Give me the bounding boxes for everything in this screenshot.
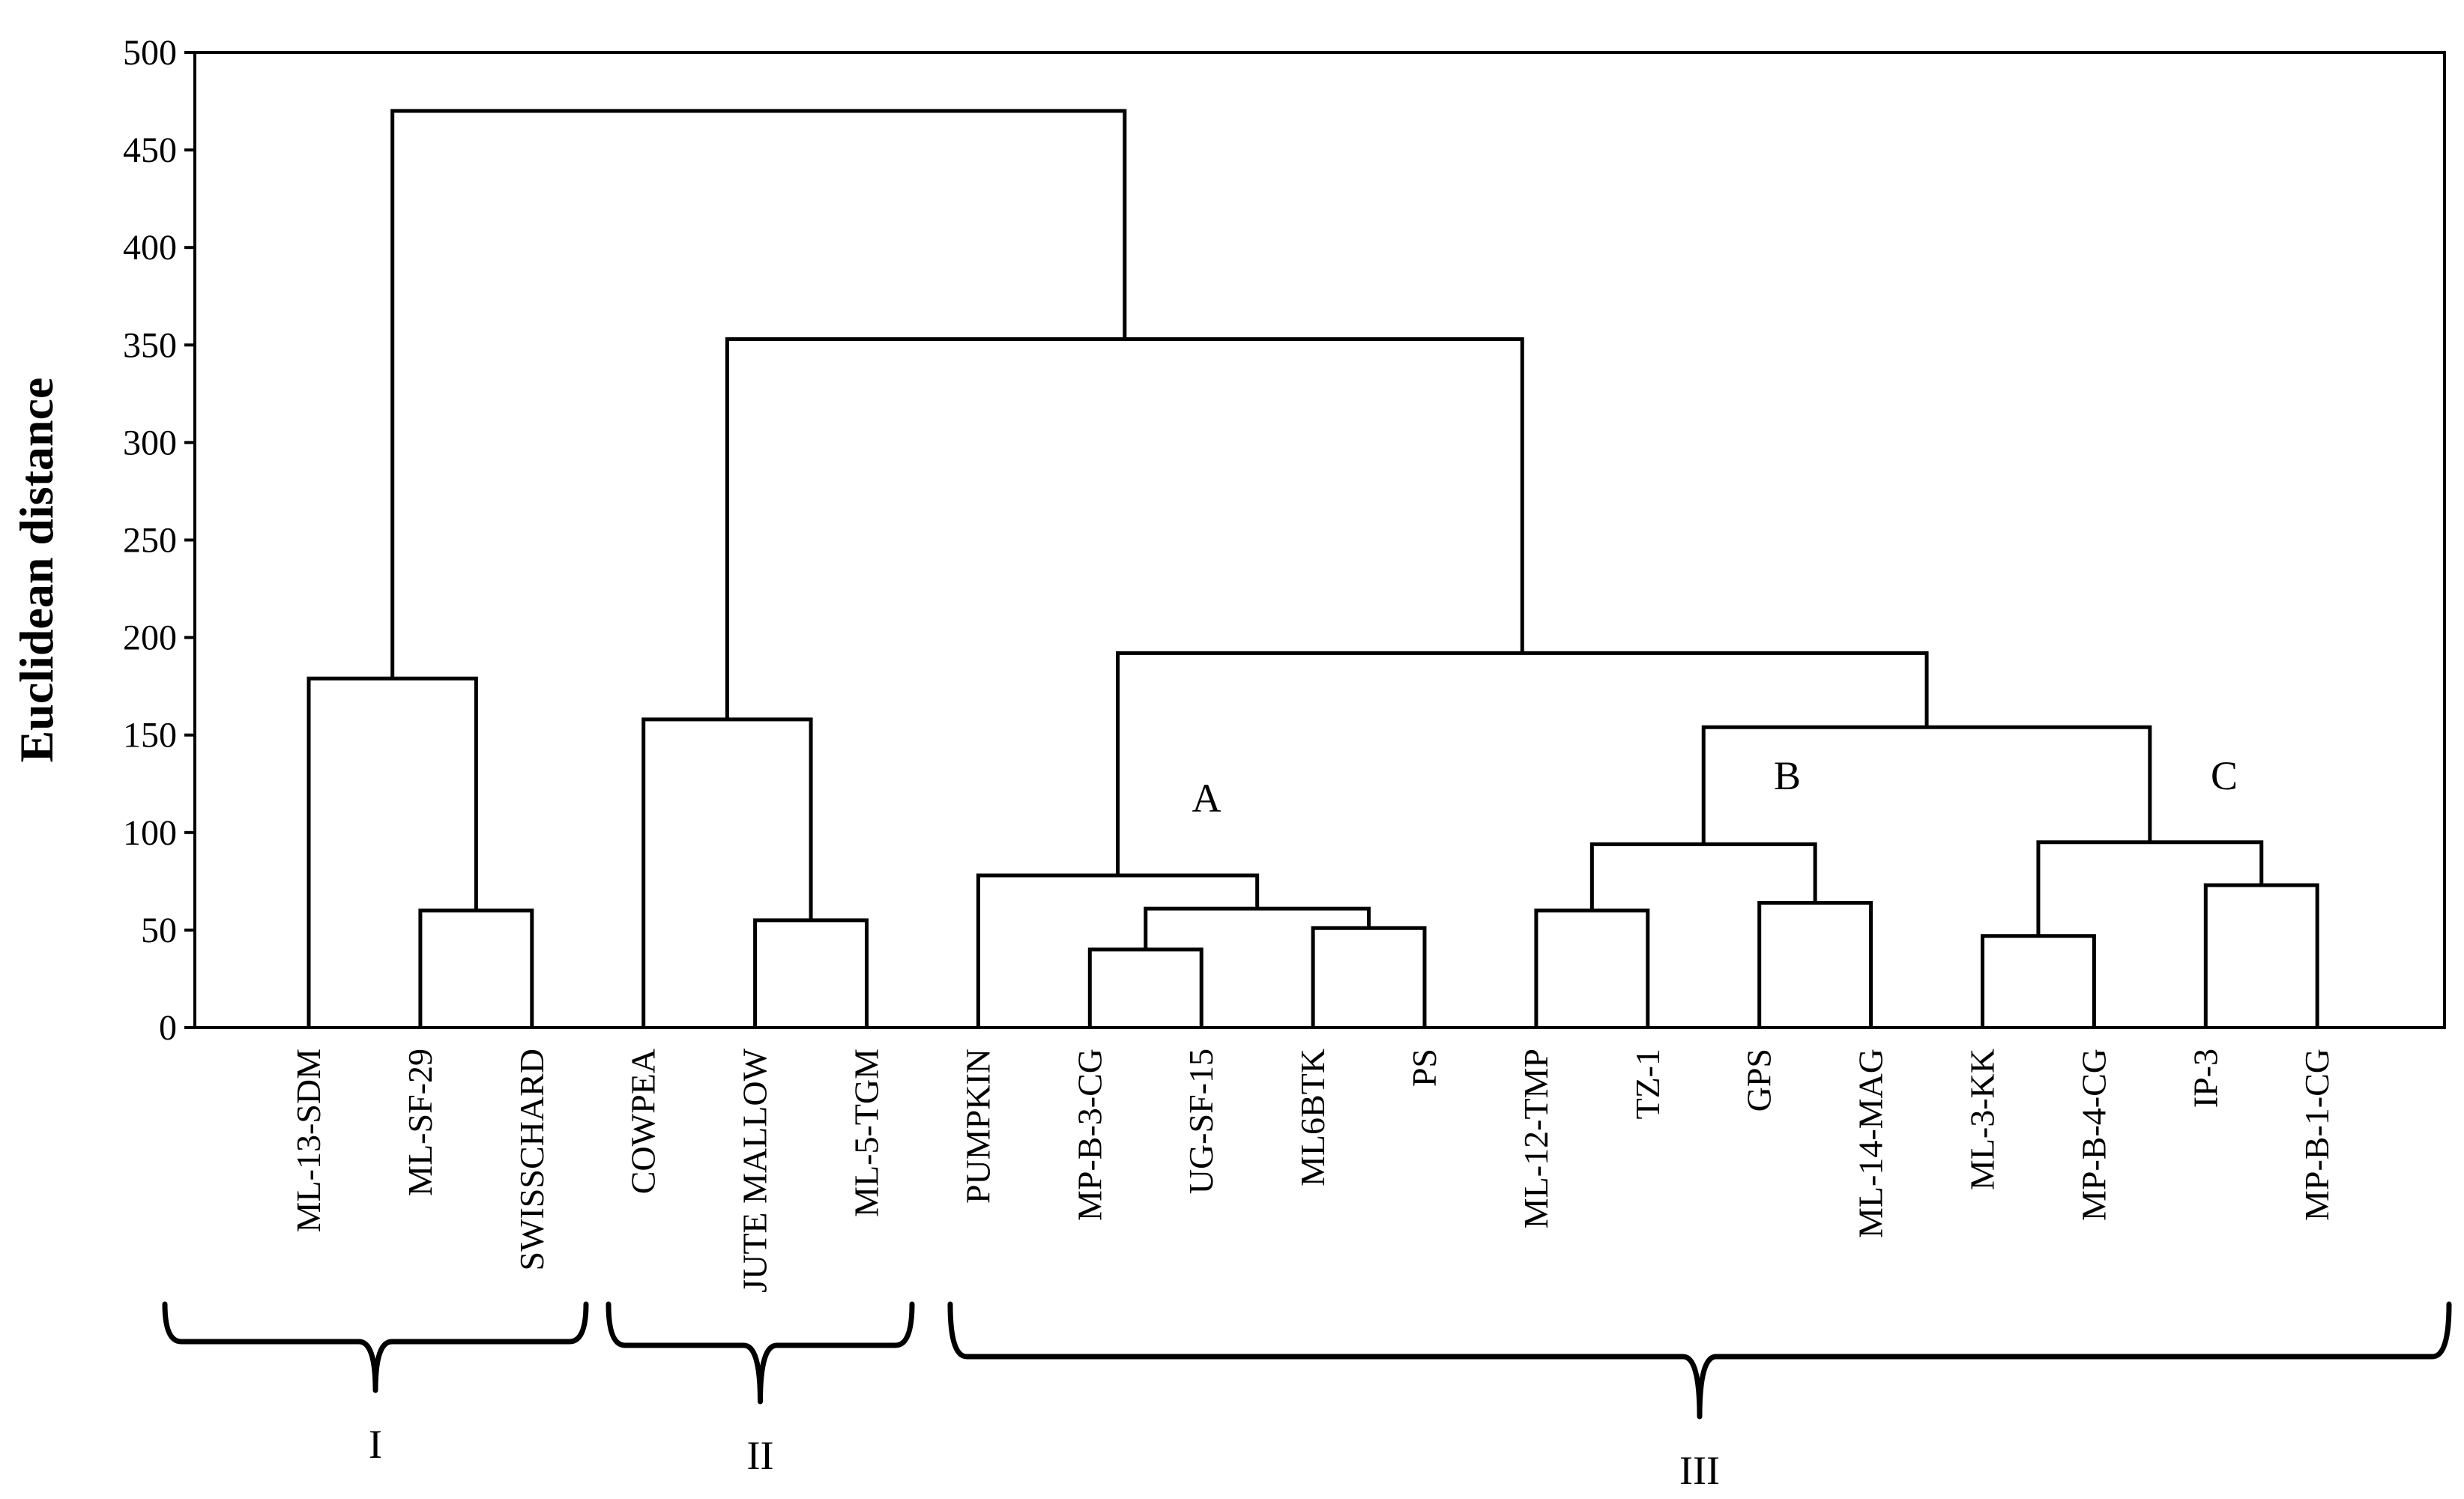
- merge-link-m18: [390, 109, 1127, 679]
- merge-link-m6: [1311, 926, 1427, 1028]
- y-tick-label: 300: [123, 423, 177, 462]
- y-axis-ticks: 0 50 100 150 200 250 300 350 400 450 500: [123, 33, 195, 1048]
- leaf-label: JUTE MALLOW: [736, 1048, 774, 1292]
- leaf-label: IP-3: [2186, 1049, 2224, 1108]
- leaf-label: SWISSCHARD: [513, 1049, 551, 1271]
- leaf-label: PS: [1405, 1049, 1443, 1087]
- subcluster-labels: A B C: [1192, 753, 2238, 821]
- leaf-label: ML-12-TMP: [1517, 1049, 1555, 1228]
- group-label: III: [1679, 1448, 1720, 1493]
- y-tick-label: 100: [123, 813, 177, 853]
- subcluster-label: A: [1192, 776, 1222, 821]
- leaf-label: ML-13-SDM: [289, 1049, 327, 1232]
- leaf-label: ML6BTK: [1293, 1049, 1332, 1186]
- leaf-label: ML-SF-29: [401, 1049, 439, 1196]
- leaf-labels: ML-13-SDM ML-SF-29 SWISSCHARD COWPEA JUTE MA…: [289, 1048, 2336, 1292]
- y-axis-label: Euclidean distance: [10, 378, 63, 763]
- subcluster-label: B: [1774, 753, 1801, 798]
- leaf-label: COWPEA: [624, 1049, 662, 1194]
- y-tick-label: 0: [159, 1008, 177, 1048]
- leaf-label: PUMPKIN: [958, 1049, 997, 1204]
- leaf-label: TZ-1: [1628, 1049, 1667, 1120]
- group-label: II: [747, 1433, 774, 1478]
- y-tick-label: 150: [123, 716, 177, 755]
- leaf-label: GPS: [1740, 1049, 1778, 1112]
- y-tick-label: 500: [123, 33, 177, 73]
- group-braces: I II III: [162, 1301, 2452, 1493]
- leaf-label: MP-B-4-CG: [2074, 1049, 2113, 1221]
- subcluster-label: C: [2211, 753, 2238, 798]
- leaf-label: ML-14-MAG: [1852, 1049, 1890, 1238]
- leaf-label: ML-3-KK: [1963, 1049, 2002, 1190]
- y-tick-label: 200: [123, 618, 177, 658]
- leaf-label: MP-B-3-CG: [1070, 1049, 1108, 1221]
- y-tick-label: 450: [123, 130, 177, 170]
- merge-link-m7: [1144, 906, 1371, 950]
- group-label: I: [369, 1422, 382, 1467]
- y-tick-label: 350: [123, 325, 177, 365]
- leaf-label: ML-5-TGM: [848, 1049, 886, 1217]
- y-tick-label: 50: [141, 911, 177, 950]
- merge-link-m12: [1981, 934, 2096, 1028]
- y-tick-label: 400: [123, 228, 177, 268]
- leaf-label: UG-SF-15: [1182, 1049, 1220, 1194]
- leaf-label: MP-B-1-CG: [2298, 1049, 2336, 1221]
- y-tick-label: 250: [123, 521, 177, 561]
- dendrogram-links: [307, 109, 2319, 1028]
- group-brace-II: [606, 1301, 915, 1405]
- group-brace-III: [947, 1301, 2452, 1420]
- group-brace-I: [162, 1301, 589, 1393]
